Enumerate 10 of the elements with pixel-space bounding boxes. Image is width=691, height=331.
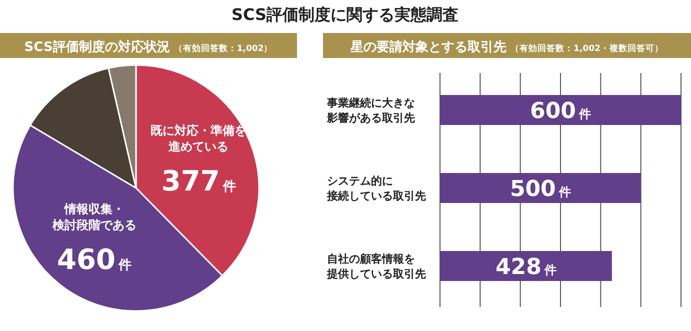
- y-tick-label: 事業継続に大きな影響がある取引先: [326, 96, 415, 124]
- chart-subtitle: （有効回答数：1,002・複数回答可）: [510, 43, 664, 54]
- chart-title: 星の要請対象とする取引先: [350, 39, 507, 55]
- chart-subtitle: （有効回答数：1,002）: [174, 43, 273, 54]
- slice-label: 情報収集・検討段階である: [51, 202, 136, 232]
- chart-title: SCS評価制度の対応状況: [24, 39, 170, 55]
- y-tick-label: システム的に接続している取引先: [326, 174, 426, 202]
- slice-label: 既に対応・準備を進めている: [150, 123, 247, 154]
- y-tick-label: 自社の顧客情報を提供している取引先: [326, 252, 426, 280]
- text: SCS評価制度に関する実態調査: [231, 5, 459, 24]
